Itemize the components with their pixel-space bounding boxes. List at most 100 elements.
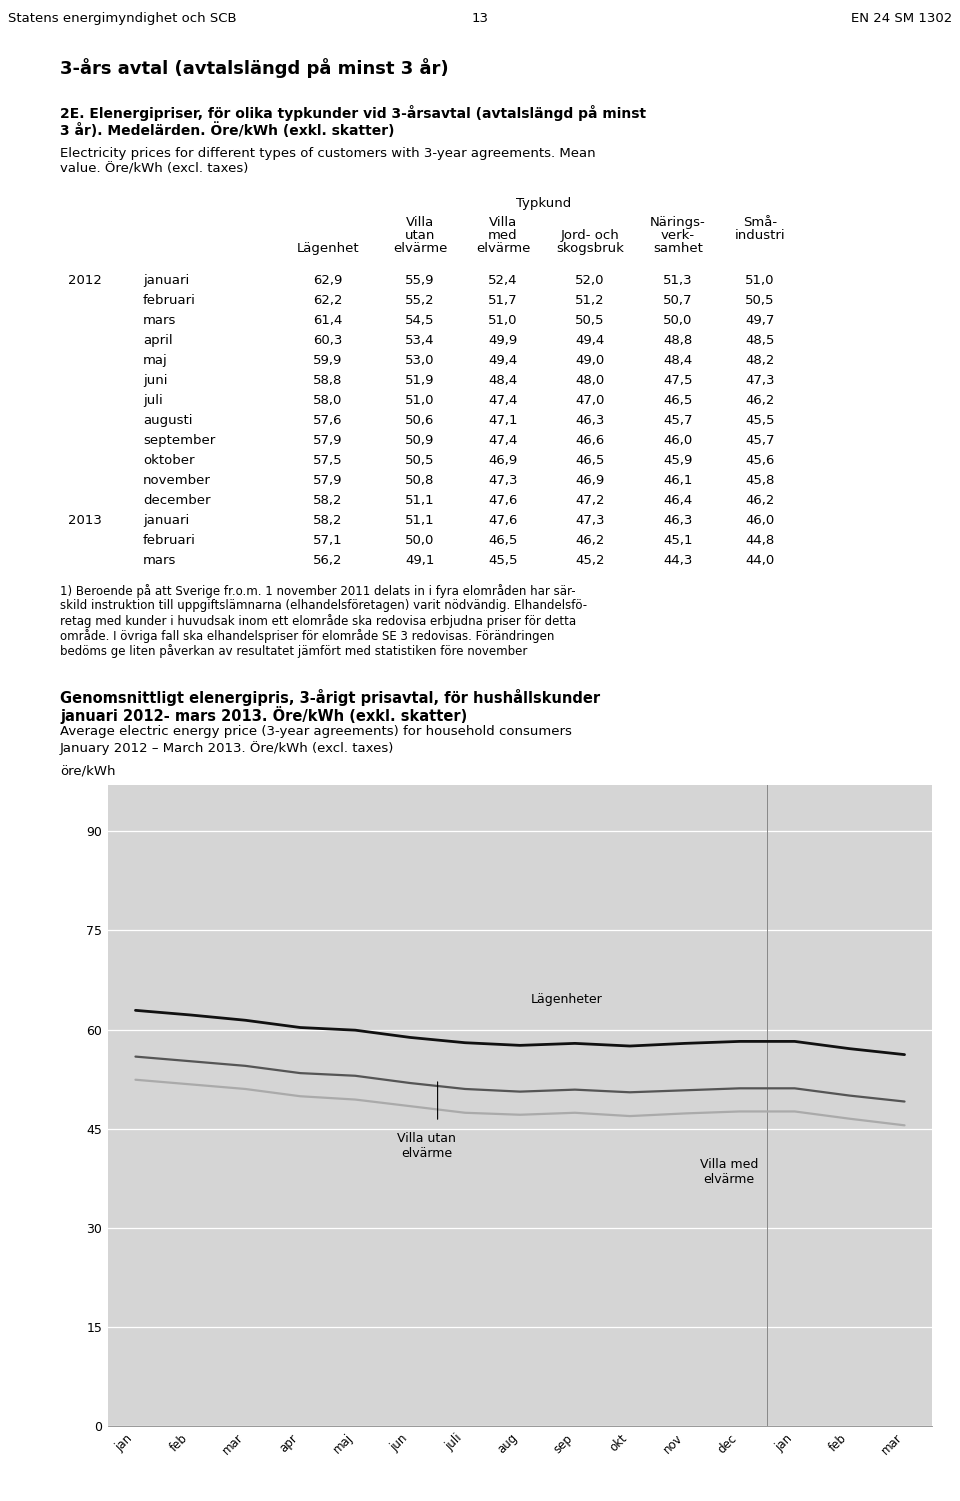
Text: 51,2: 51,2 [575,294,605,308]
Text: 47,5: 47,5 [663,374,693,387]
Text: Typkund: Typkund [516,197,571,210]
Text: 50,5: 50,5 [575,314,605,327]
Text: 47,4: 47,4 [489,393,517,407]
Text: 50,0: 50,0 [405,534,435,546]
Text: 58,0: 58,0 [313,393,343,407]
Text: industri: industri [734,230,785,242]
Text: april: april [143,335,173,347]
Text: 46,9: 46,9 [489,453,517,467]
Text: 47,6: 47,6 [489,494,517,507]
Text: Genomsnittligt elenergipris, 3-årigt prisavtal, för hushållskunder: Genomsnittligt elenergipris, 3-årigt pri… [60,689,600,705]
Text: skild instruktion till uppgiftslämnarna (elhandelsföretagen) varit nödvändig. El: skild instruktion till uppgiftslämnarna … [60,599,588,612]
Text: 47,3: 47,3 [575,513,605,527]
Text: februari: februari [143,534,196,546]
Text: Villa: Villa [489,216,517,230]
Text: Average electric energy price (3-year agreements) for household consumers: Average electric energy price (3-year ag… [60,725,572,738]
Text: Villa med
elvärme: Villa med elvärme [700,1159,758,1186]
Text: 48,2: 48,2 [745,354,775,368]
Text: 3 år). Medelärden. Öre/kWh (exkl. skatter): 3 år). Medelärden. Öre/kWh (exkl. skatte… [60,122,395,138]
Text: Statens energimyndighet och SCB: Statens energimyndighet och SCB [8,12,236,26]
Text: augusti: augusti [143,414,193,426]
Text: 49,4: 49,4 [489,354,517,368]
Text: 51,0: 51,0 [405,393,435,407]
Text: 46,1: 46,1 [663,474,693,486]
Text: september: september [143,434,215,447]
Text: retag med kunder i huvudsak inom ett elområde ska redovisa erbjudna priser för d: retag med kunder i huvudsak inom ett elo… [60,614,576,627]
Text: 49,1: 49,1 [405,554,435,567]
Text: elvärme: elvärme [476,242,530,255]
Text: november: november [143,474,211,486]
Text: 46,5: 46,5 [489,534,517,546]
Text: utan: utan [405,230,435,242]
Text: 50,0: 50,0 [663,314,693,327]
Text: 45,7: 45,7 [663,414,693,426]
Text: med: med [489,230,517,242]
Text: 57,1: 57,1 [313,534,343,546]
Text: 55,9: 55,9 [405,275,435,287]
Text: januari 2012- mars 2013. Öre/kWh (exkl. skatter): januari 2012- mars 2013. Öre/kWh (exkl. … [60,705,468,723]
Text: 50,6: 50,6 [405,414,435,426]
Text: 51,1: 51,1 [405,494,435,507]
Text: 47,3: 47,3 [745,374,775,387]
Text: 44,8: 44,8 [745,534,775,546]
Text: 56,2: 56,2 [313,554,343,567]
Text: 44,0: 44,0 [745,554,775,567]
Text: 47,3: 47,3 [489,474,517,486]
Text: 48,4: 48,4 [663,354,692,368]
Text: 50,5: 50,5 [405,453,435,467]
Text: 45,5: 45,5 [489,554,517,567]
Text: 46,5: 46,5 [575,453,605,467]
Text: 58,8: 58,8 [313,374,343,387]
Text: 46,3: 46,3 [663,513,693,527]
Text: 46,4: 46,4 [663,494,692,507]
Text: 62,2: 62,2 [313,294,343,308]
Text: 59,9: 59,9 [313,354,343,368]
Text: 47,6: 47,6 [489,513,517,527]
Text: 55,2: 55,2 [405,294,435,308]
Text: 50,7: 50,7 [663,294,693,308]
Text: januari: januari [143,275,189,287]
Text: 48,5: 48,5 [745,335,775,347]
Text: 57,9: 57,9 [313,474,343,486]
Text: 2012: 2012 [68,275,102,287]
Text: 48,8: 48,8 [663,335,692,347]
Text: 49,9: 49,9 [489,335,517,347]
Text: 47,0: 47,0 [575,393,605,407]
Text: 46,0: 46,0 [745,513,775,527]
Text: 57,9: 57,9 [313,434,343,447]
Text: Små-: Små- [743,216,777,230]
Text: 53,0: 53,0 [405,354,435,368]
Text: 47,1: 47,1 [489,414,517,426]
Text: 51,1: 51,1 [405,513,435,527]
Text: 2E. Elenergipriser, för olika typkunder vid 3-årsavtal (avtalslängd på minst: 2E. Elenergipriser, för olika typkunder … [60,105,646,122]
Text: elvärme: elvärme [393,242,447,255]
Text: 45,8: 45,8 [745,474,775,486]
Text: 45,9: 45,9 [663,453,693,467]
Text: verk-: verk- [660,230,695,242]
Text: 50,8: 50,8 [405,474,435,486]
Text: 45,6: 45,6 [745,453,775,467]
Text: 46,2: 46,2 [745,393,775,407]
Text: January 2012 – March 2013. Öre/kWh (excl. taxes): January 2012 – March 2013. Öre/kWh (excl… [60,741,395,755]
Text: EN 24 SM 1302: EN 24 SM 1302 [851,12,952,26]
Text: 3-års avtal (avtalslängd på minst 3 år): 3-års avtal (avtalslängd på minst 3 år) [60,59,448,78]
Text: Lägenheter: Lägenheter [531,994,603,1006]
Text: område. I övriga fall ska elhandelspriser för elområde SE 3 redovisas. Förändrin: område. I övriga fall ska elhandelsprise… [60,629,554,642]
Text: 51,7: 51,7 [489,294,517,308]
Text: 46,9: 46,9 [575,474,605,486]
Text: 58,2: 58,2 [313,513,343,527]
Text: december: december [143,494,210,507]
Text: januari: januari [143,513,189,527]
Text: 1) Beroende på att Sverige fr.o.m. 1 november 2011 delats in i fyra elområden ha: 1) Beroende på att Sverige fr.o.m. 1 nov… [60,584,576,597]
Text: 50,5: 50,5 [745,294,775,308]
Text: 58,2: 58,2 [313,494,343,507]
Text: Jord- och: Jord- och [561,230,619,242]
Text: 50,9: 50,9 [405,434,435,447]
Text: maj: maj [143,354,168,368]
Text: 57,5: 57,5 [313,453,343,467]
Text: juli: juli [143,393,163,407]
Text: mars: mars [143,314,177,327]
Text: 46,2: 46,2 [575,534,605,546]
Text: 53,4: 53,4 [405,335,435,347]
Text: 49,4: 49,4 [575,335,605,347]
